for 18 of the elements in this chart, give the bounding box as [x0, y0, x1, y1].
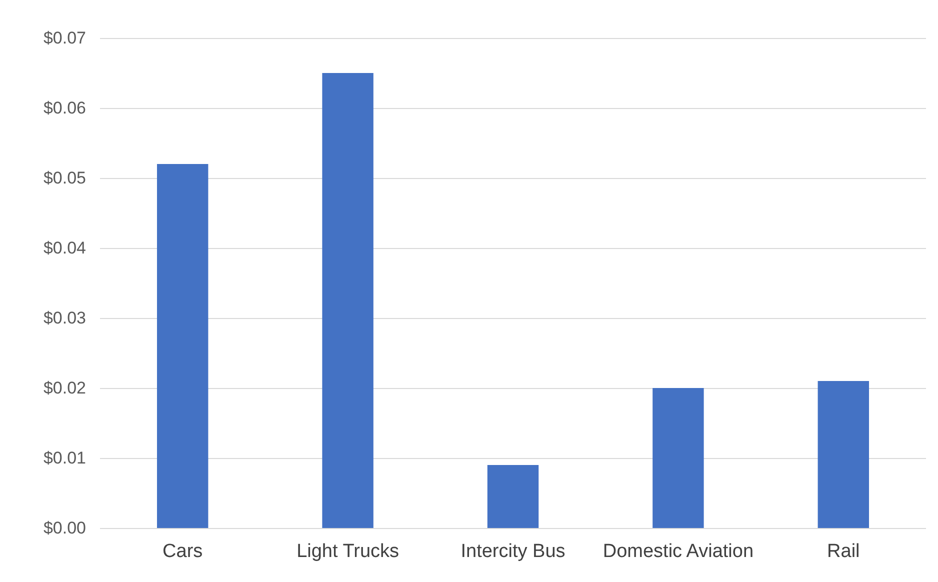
y-tick-label: $0.04 [43, 238, 86, 258]
x-tick-label: Rail [827, 541, 860, 562]
x-tick-label: Light Trucks [296, 541, 400, 562]
bar [487, 465, 539, 528]
y-tick-label: $0.06 [43, 98, 86, 118]
bar [652, 388, 704, 528]
x-tick-label: Cars [162, 541, 203, 562]
bar [818, 381, 870, 528]
bar [156, 164, 208, 528]
y-tick-label: $0.05 [43, 168, 86, 188]
y-tick-label: $0.02 [43, 378, 86, 398]
y-tick-label: $0.03 [43, 308, 86, 328]
x-tick-label: Intercity Bus [460, 541, 566, 562]
bar [322, 73, 374, 528]
x-tick-label: Domestic Aviation [602, 541, 754, 562]
y-tick-label: $0.07 [43, 28, 86, 48]
y-tick-label: $0.01 [43, 448, 86, 468]
y-tick-label: $0.00 [43, 518, 86, 538]
